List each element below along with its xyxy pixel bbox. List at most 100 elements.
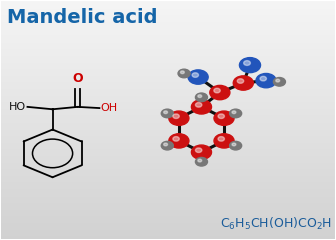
Bar [1, 93, 335, 94]
Bar [1, 200, 335, 201]
Bar [1, 118, 335, 119]
Text: OH: OH [101, 103, 118, 113]
Circle shape [178, 69, 190, 78]
Bar [1, 104, 335, 106]
Bar [1, 138, 335, 139]
Bar [1, 180, 335, 181]
Bar [1, 17, 335, 18]
Bar [1, 79, 335, 81]
Bar [1, 156, 335, 157]
Bar [1, 10, 335, 12]
Bar [1, 6, 335, 7]
Bar [1, 145, 335, 146]
Text: Mandelic acid: Mandelic acid [7, 8, 158, 27]
Text: HO: HO [9, 102, 26, 112]
Bar [1, 164, 335, 165]
Bar [1, 207, 335, 208]
Bar [1, 202, 335, 204]
Circle shape [173, 137, 179, 141]
Circle shape [169, 111, 189, 125]
Bar [1, 227, 335, 228]
Bar [1, 140, 335, 141]
Bar [1, 217, 335, 218]
Bar [1, 109, 335, 110]
Circle shape [198, 159, 202, 162]
Bar [1, 51, 335, 52]
Bar [1, 223, 335, 224]
Bar [1, 225, 335, 226]
Bar [1, 126, 335, 127]
Bar [1, 112, 335, 113]
Bar [1, 34, 335, 35]
Bar [1, 15, 335, 16]
Bar [1, 32, 335, 33]
Bar [1, 192, 335, 193]
Bar [1, 205, 335, 206]
Circle shape [214, 111, 234, 125]
Bar [1, 70, 335, 71]
Bar [1, 184, 335, 186]
Bar [1, 26, 335, 27]
Bar [1, 67, 335, 69]
Bar [1, 216, 335, 217]
Bar [1, 149, 335, 150]
Bar [1, 108, 335, 109]
Bar [1, 76, 335, 77]
Bar [1, 36, 335, 38]
Bar [1, 139, 335, 140]
Circle shape [164, 143, 168, 146]
Bar [1, 175, 335, 176]
Bar [1, 102, 335, 103]
Bar [1, 87, 335, 88]
Bar [1, 147, 335, 149]
Bar [1, 153, 335, 155]
Bar [1, 1, 335, 2]
Bar [1, 83, 335, 84]
Bar [1, 233, 335, 234]
Circle shape [188, 70, 208, 84]
Bar [1, 158, 335, 159]
Bar [1, 61, 335, 63]
Bar [1, 57, 335, 58]
Circle shape [274, 78, 286, 86]
Bar [1, 29, 335, 30]
Bar [1, 188, 335, 189]
Bar [1, 52, 335, 53]
Bar [1, 38, 335, 39]
Bar [1, 47, 335, 48]
Bar [1, 97, 335, 99]
Bar [1, 20, 335, 21]
Bar [1, 84, 335, 85]
Bar [1, 81, 335, 82]
Circle shape [237, 79, 244, 83]
Circle shape [229, 109, 242, 118]
Bar [1, 193, 335, 194]
Bar [1, 66, 335, 67]
Bar [1, 128, 335, 130]
Bar [1, 88, 335, 89]
Bar [1, 170, 335, 171]
Circle shape [240, 58, 260, 73]
Circle shape [198, 95, 202, 97]
Bar [1, 190, 335, 192]
Bar [1, 53, 335, 54]
Bar [1, 100, 335, 101]
Bar [1, 78, 335, 79]
Bar [1, 28, 335, 29]
Bar [1, 218, 335, 219]
Bar [1, 106, 335, 107]
Bar [1, 35, 335, 36]
Bar [1, 75, 335, 76]
Bar [1, 9, 335, 10]
Bar [1, 181, 335, 182]
Bar [1, 143, 335, 144]
Bar [1, 94, 335, 95]
Circle shape [196, 102, 202, 107]
Bar [1, 157, 335, 158]
Bar [1, 182, 335, 183]
Bar [1, 69, 335, 70]
Bar [1, 176, 335, 177]
Bar [1, 144, 335, 145]
Bar [1, 231, 335, 232]
Bar [1, 119, 335, 120]
